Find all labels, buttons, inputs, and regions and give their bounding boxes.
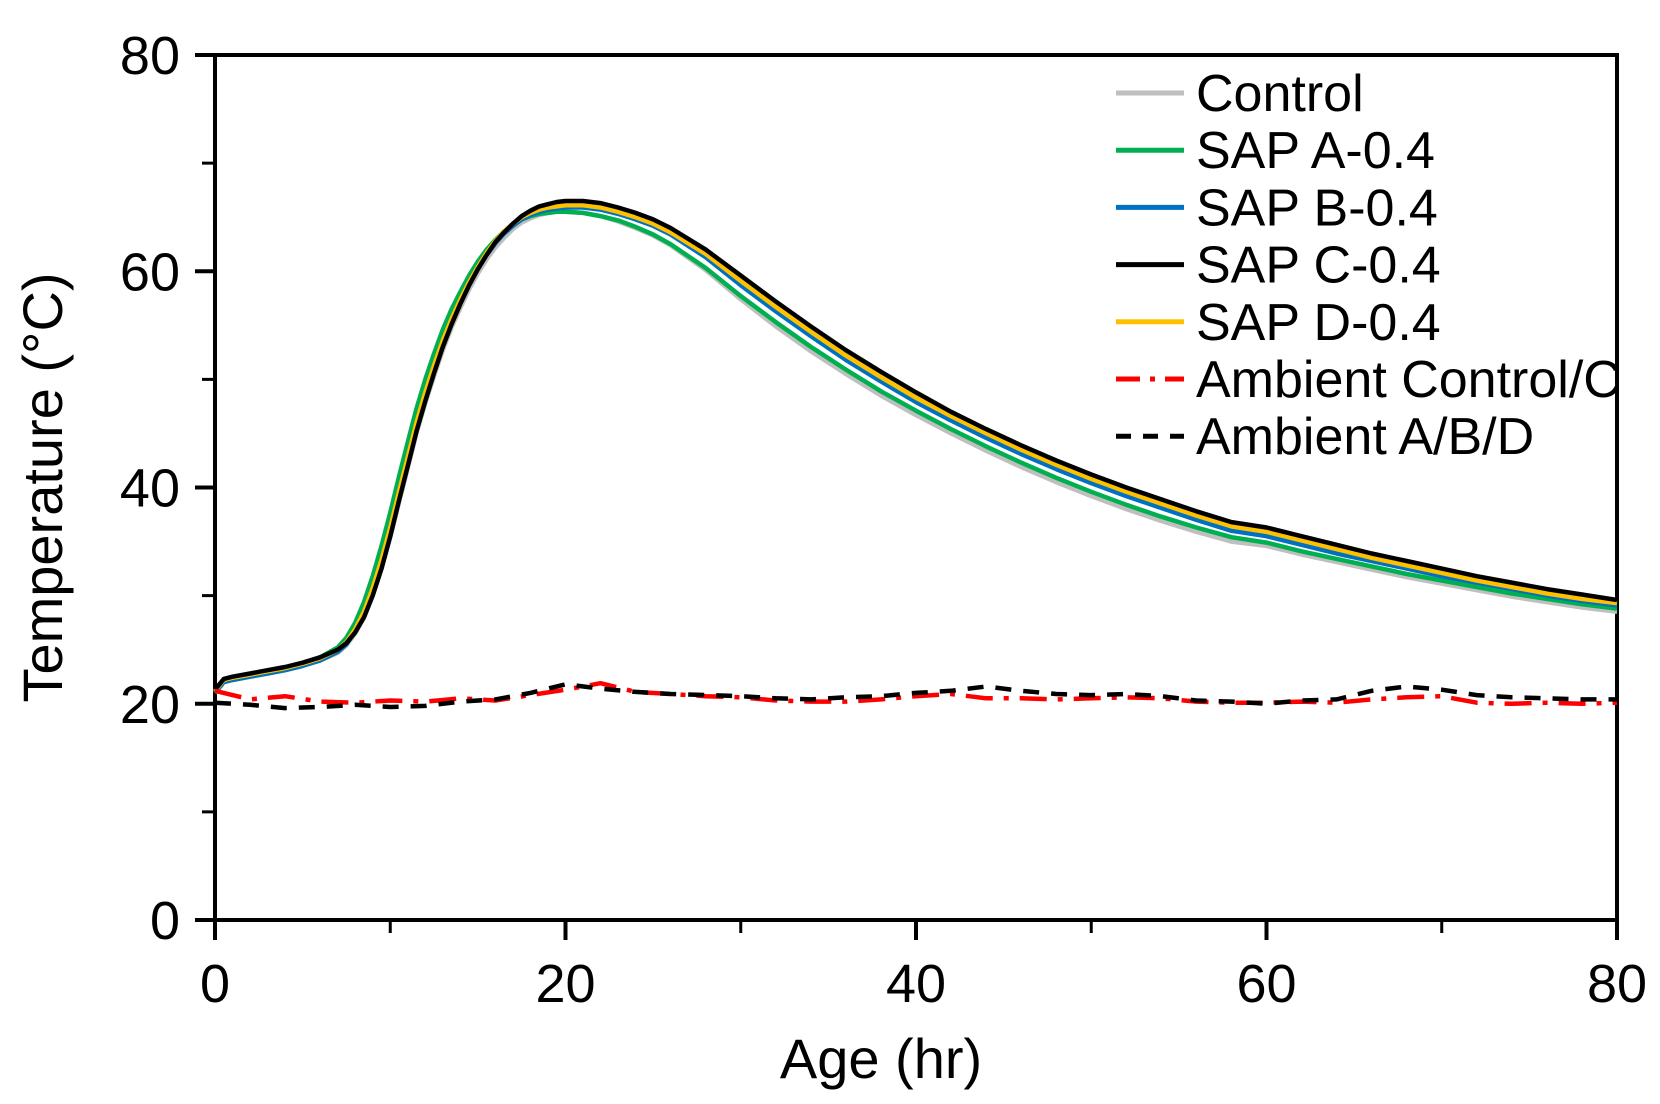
legend-label-sap-c-0-4: SAP C-0.4 (1196, 237, 1441, 295)
series-line-ambient-control-c (214, 680, 1618, 707)
x-tick-label: 80 (1587, 954, 1647, 1014)
series-line-sap-a-0-4 (213, 209, 1618, 694)
legend-label-sap-d-0-4: SAP D-0.4 (1196, 294, 1441, 352)
legend-label-control: Control (1196, 65, 1364, 123)
series-group (213, 198, 1618, 711)
y-axis-title: Temperature (°C) (11, 272, 74, 702)
legend-item-ambient-a-b-d: Ambient A/B/D (1116, 408, 1534, 466)
legend-item-control: Control (1116, 65, 1364, 123)
y-tick-label: 0 (150, 891, 180, 951)
legend-label-sap-b-0-4: SAP B-0.4 (1196, 179, 1438, 237)
legend-item-sap-c-0-4: SAP C-0.4 (1116, 237, 1441, 295)
legend-item-sap-b-0-4: SAP B-0.4 (1116, 179, 1438, 237)
legend-item-sap-d-0-4: SAP D-0.4 (1116, 294, 1441, 352)
legend-item-ambient-control-c: Ambient Control/C (1116, 351, 1621, 409)
legend-label-ambient-control-c: Ambient Control/C (1196, 351, 1621, 409)
legend-label-sap-a-0-4: SAP A-0.4 (1196, 122, 1435, 180)
legend-label-ambient-a-b-d: Ambient A/B/D (1196, 408, 1534, 466)
series-line-ambient-a-b-d (214, 682, 1617, 711)
x-tick-label: 60 (1236, 954, 1296, 1014)
x-tick-label: 0 (200, 954, 230, 1014)
y-tick-label: 80 (120, 26, 180, 86)
y-tick-label: 40 (120, 459, 180, 519)
series-line-sap-c-0-4 (213, 198, 1618, 692)
y-tick-label: 20 (120, 675, 180, 735)
x-tick-label: 20 (535, 954, 595, 1014)
legend-item-sap-a-0-4: SAP A-0.4 (1116, 122, 1435, 180)
x-axis-title: Age (hr) (780, 1027, 982, 1090)
x-tick-label: 40 (886, 954, 946, 1014)
y-tick-label: 60 (120, 242, 180, 302)
